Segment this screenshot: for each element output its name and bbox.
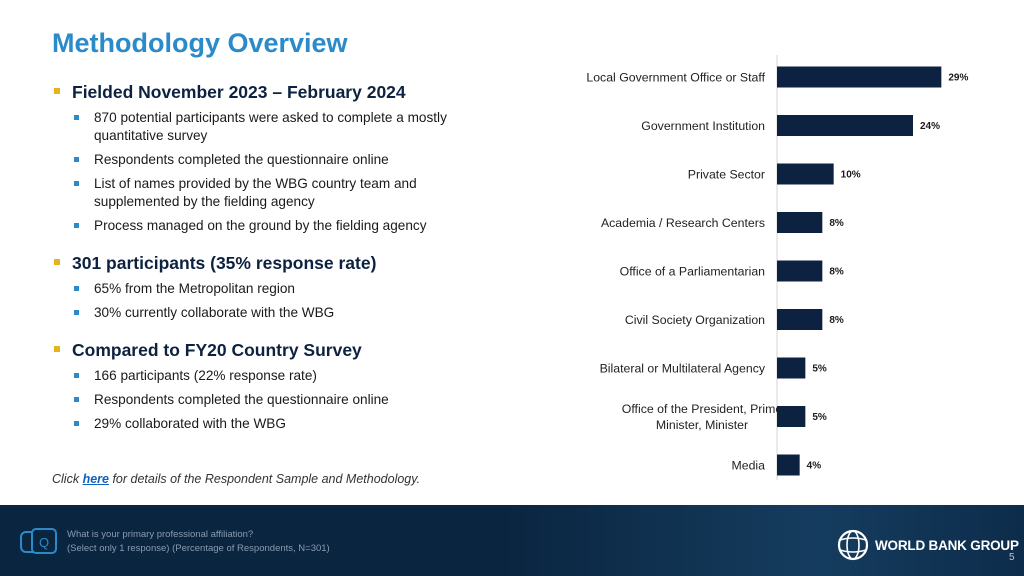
category-label: Office of the President, Prime — [622, 402, 783, 416]
category-label: Office of a Parliamentarian — [620, 265, 766, 279]
category-label: Minister, Minister — [656, 418, 748, 432]
list-item: 166 participants (22% response rate) — [52, 367, 502, 385]
page-title: Methodology Overview — [52, 28, 348, 58]
list-item-text: List of names provided by the WBG countr… — [94, 176, 417, 209]
list-item: Respondents completed the questionnaire … — [52, 391, 502, 409]
list-item: Respondents completed the questionnaire … — [52, 151, 502, 169]
category-label: Media — [732, 459, 766, 473]
list-item-text: Respondents completed the questionnaire … — [94, 392, 389, 407]
list-item-text: 870 potential participants were asked to… — [94, 110, 447, 143]
list-item: 30% currently collaborate with the WBG — [52, 304, 502, 322]
question-icon-letter: Q — [39, 535, 49, 550]
bar — [777, 309, 823, 330]
square-bullet-icon — [74, 397, 79, 402]
category-label: Bilateral or Multilateral Agency — [600, 362, 766, 376]
square-bullet-icon — [74, 286, 79, 291]
list-item: 870 potential participants were asked to… — [52, 109, 502, 145]
question-line-2: (Select only 1 response) (Percentage of … — [67, 543, 330, 554]
list-item: 29% collaborated with the WBG — [52, 415, 502, 433]
category-label: Academia / Research Centers — [601, 216, 765, 230]
page-number: 5 — [1009, 552, 1015, 563]
section-heading-text: Compared to FY20 Country Survey — [72, 340, 362, 360]
chart-svg: 29% Local Government Office or Staff 24% Go… — [586, 55, 968, 480]
list-item-text: Respondents completed the questionnaire … — [94, 152, 389, 167]
square-bullet-icon — [74, 181, 79, 186]
bar — [777, 357, 806, 379]
data-label: 5% — [812, 364, 827, 375]
note-prefix: Click — [52, 472, 83, 486]
square-bullet-icon — [74, 157, 79, 162]
square-bullet-icon — [74, 421, 79, 426]
details-link[interactable]: here — [82, 472, 109, 486]
square-bullet-icon — [74, 223, 79, 228]
category-label: Government Institution — [641, 119, 765, 133]
category-label: Private Sector — [688, 168, 765, 182]
note-suffix: for details of the Respondent Sample and… — [108, 472, 421, 486]
list-item-text: 166 participants (22% response rate) — [94, 368, 317, 383]
square-bullet-icon — [54, 346, 60, 352]
square-bullet-icon — [74, 115, 79, 120]
category-label: Local Government Office or Staff — [586, 71, 765, 85]
section-participants: 301 participants (35% response rate) 65%… — [52, 251, 502, 322]
list-item: Process managed on the ground by the fie… — [52, 217, 502, 235]
bar — [777, 406, 806, 427]
footer-bar: Q What is your primary professional affi… — [0, 505, 1024, 576]
data-label: 8% — [829, 315, 844, 326]
data-label: 5% — [812, 412, 827, 423]
section-heading-text: 301 participants (35% response rate) — [72, 253, 377, 273]
list-item-text: Process managed on the ground by the fie… — [94, 218, 427, 233]
square-bullet-icon — [54, 259, 60, 265]
section-fielded: Fielded November 2023 – February 2024 87… — [52, 80, 502, 235]
bar — [777, 66, 942, 88]
section-compared: Compared to FY20 Country Survey 166 part… — [52, 338, 502, 433]
globe-icon — [837, 529, 869, 561]
bar — [777, 260, 823, 282]
footer-glow — [504, 505, 1024, 576]
question-icon: Q — [20, 528, 57, 554]
section-heading: Fielded November 2023 – February 2024 — [52, 80, 502, 104]
data-label: 8% — [829, 218, 844, 229]
square-bullet-icon — [74, 310, 79, 315]
list-item: List of names provided by the WBG countr… — [52, 175, 502, 211]
data-label: 4% — [807, 461, 822, 472]
category-label: Civil Society Organization — [625, 313, 765, 327]
question-line-1: What is your primary professional affili… — [67, 529, 254, 540]
data-label: 8% — [829, 267, 844, 278]
section-heading: Compared to FY20 Country Survey — [52, 338, 502, 362]
list-item: 65% from the Metropolitan region — [52, 280, 502, 298]
list-item-text: 30% currently collaborate with the WBG — [94, 305, 335, 320]
question-text: What is your primary professional affili… — [67, 528, 330, 556]
bar — [777, 163, 834, 185]
bar — [777, 115, 913, 136]
list-item-text: 65% from the Metropolitan region — [94, 281, 295, 296]
affiliation-bar-chart: 29% Local Government Office or Staff 24% Go… — [560, 50, 1010, 490]
section-heading-text: Fielded November 2023 – February 2024 — [72, 82, 406, 102]
logo-text: WORLD BANK GROUP — [875, 537, 1019, 553]
wbg-logo: WORLD BANK GROUP — [836, 525, 1019, 565]
bar — [777, 454, 800, 476]
data-label: 29% — [948, 73, 968, 84]
bar — [777, 212, 823, 233]
data-label: 24% — [920, 121, 940, 132]
square-bullet-icon — [54, 88, 60, 94]
data-label: 10% — [841, 170, 861, 181]
details-note: Click here for details of the Respondent… — [52, 472, 420, 486]
square-bullet-icon — [74, 373, 79, 378]
section-heading: 301 participants (35% response rate) — [52, 251, 502, 275]
methodology-list: Fielded November 2023 – February 2024 87… — [52, 80, 502, 449]
list-item-text: 29% collaborated with the WBG — [94, 416, 286, 431]
